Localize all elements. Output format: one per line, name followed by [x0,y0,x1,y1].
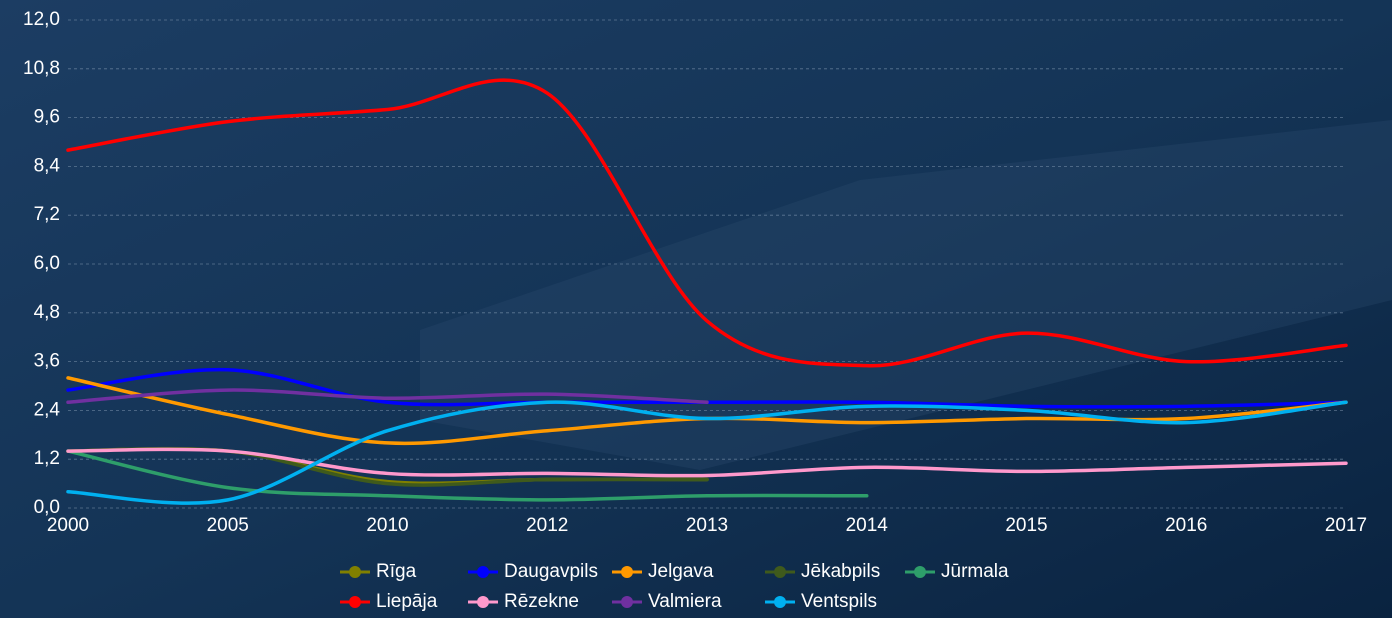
x-tick-label: 2000 [47,515,89,536]
y-tick-label: 4,8 [34,302,60,323]
legend-marker [774,596,786,608]
legend-marker [621,566,633,578]
legend-label: Valmiera [648,591,722,612]
x-tick-label: 2015 [1005,515,1047,536]
x-tick-label: 2012 [526,515,568,536]
y-tick-label: 3,6 [34,351,60,372]
x-tick-label: 2005 [207,515,249,536]
legend-marker [914,566,926,578]
legend-label: Liepāja [376,591,438,612]
legend-label: Jēkabpils [801,561,880,582]
y-tick-label: 1,2 [34,448,60,469]
legend-marker [477,566,489,578]
legend-label: Rīga [376,561,417,582]
legend-marker [621,596,633,608]
y-tick-label: 6,0 [34,253,60,274]
x-tick-label: 2016 [1165,515,1207,536]
x-tick-label: 2010 [366,515,408,536]
y-tick-label: 8,4 [34,155,61,176]
legend-label: Ventspils [801,591,877,612]
x-tick-label: 2017 [1325,515,1367,536]
legend-marker [349,596,361,608]
y-tick-label: 7,2 [34,204,60,225]
x-tick-label: 2013 [686,515,728,536]
y-tick-label: 12,0 [23,9,60,30]
legend-label: Jelgava [648,561,714,582]
legend-marker [774,566,786,578]
y-tick-label: 2,4 [34,399,61,420]
y-tick-label: 10,8 [23,58,60,79]
legend-label: Daugavpils [504,561,598,582]
x-tick-label: 2014 [846,515,889,536]
chart: 0,01,22,43,64,86,07,28,49,610,812,020002… [0,0,1392,618]
legend-label: Rēzekne [504,591,579,612]
y-tick-label: 9,6 [34,107,60,128]
legend-marker [349,566,361,578]
legend-label: Jūrmala [941,561,1009,582]
legend-marker [477,596,489,608]
